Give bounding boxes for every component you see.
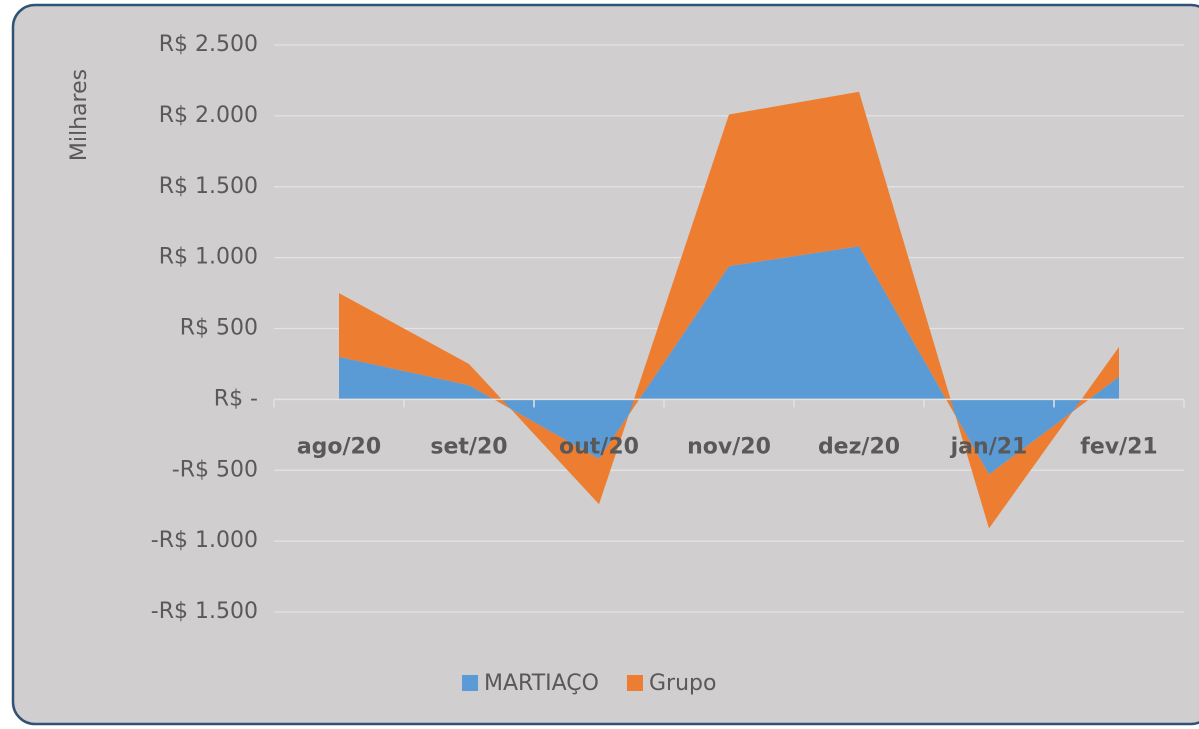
y-tick-label: R$ 500	[180, 316, 258, 341]
x-tick-label: nov/20	[687, 434, 771, 459]
y-tick-label: R$ 2.000	[159, 103, 258, 128]
x-tick-label: set/20	[430, 434, 507, 459]
legend-swatch	[462, 675, 478, 691]
y-tick-label: R$ 2.500	[159, 32, 258, 57]
x-tick-label: ago/20	[297, 434, 381, 459]
y-tick-label: R$ 1.000	[159, 245, 258, 270]
y-tick-label: R$ -	[214, 386, 258, 411]
x-tick-label: dez/20	[818, 434, 900, 459]
legend-label: MARTIAÇO	[484, 671, 599, 696]
area	[339, 246, 1119, 475]
x-tick-label: out/20	[559, 434, 639, 459]
chart-frame	[11, 3, 1199, 726]
x-tick-label: jan/21	[950, 434, 1028, 459]
area	[339, 91, 1119, 529]
y-tick-label: -R$ 500	[172, 457, 258, 482]
legend-swatch	[626, 675, 643, 691]
y-tick-label: -R$ 1.500	[151, 599, 258, 624]
legend-label: Grupo	[649, 671, 716, 696]
y-axis-label: Milhares	[67, 69, 92, 161]
x-tick-label: fev/21	[1080, 434, 1157, 459]
y-tick-label: -R$ 1.000	[151, 528, 258, 553]
y-tick-label: R$ 1.500	[159, 174, 258, 199]
